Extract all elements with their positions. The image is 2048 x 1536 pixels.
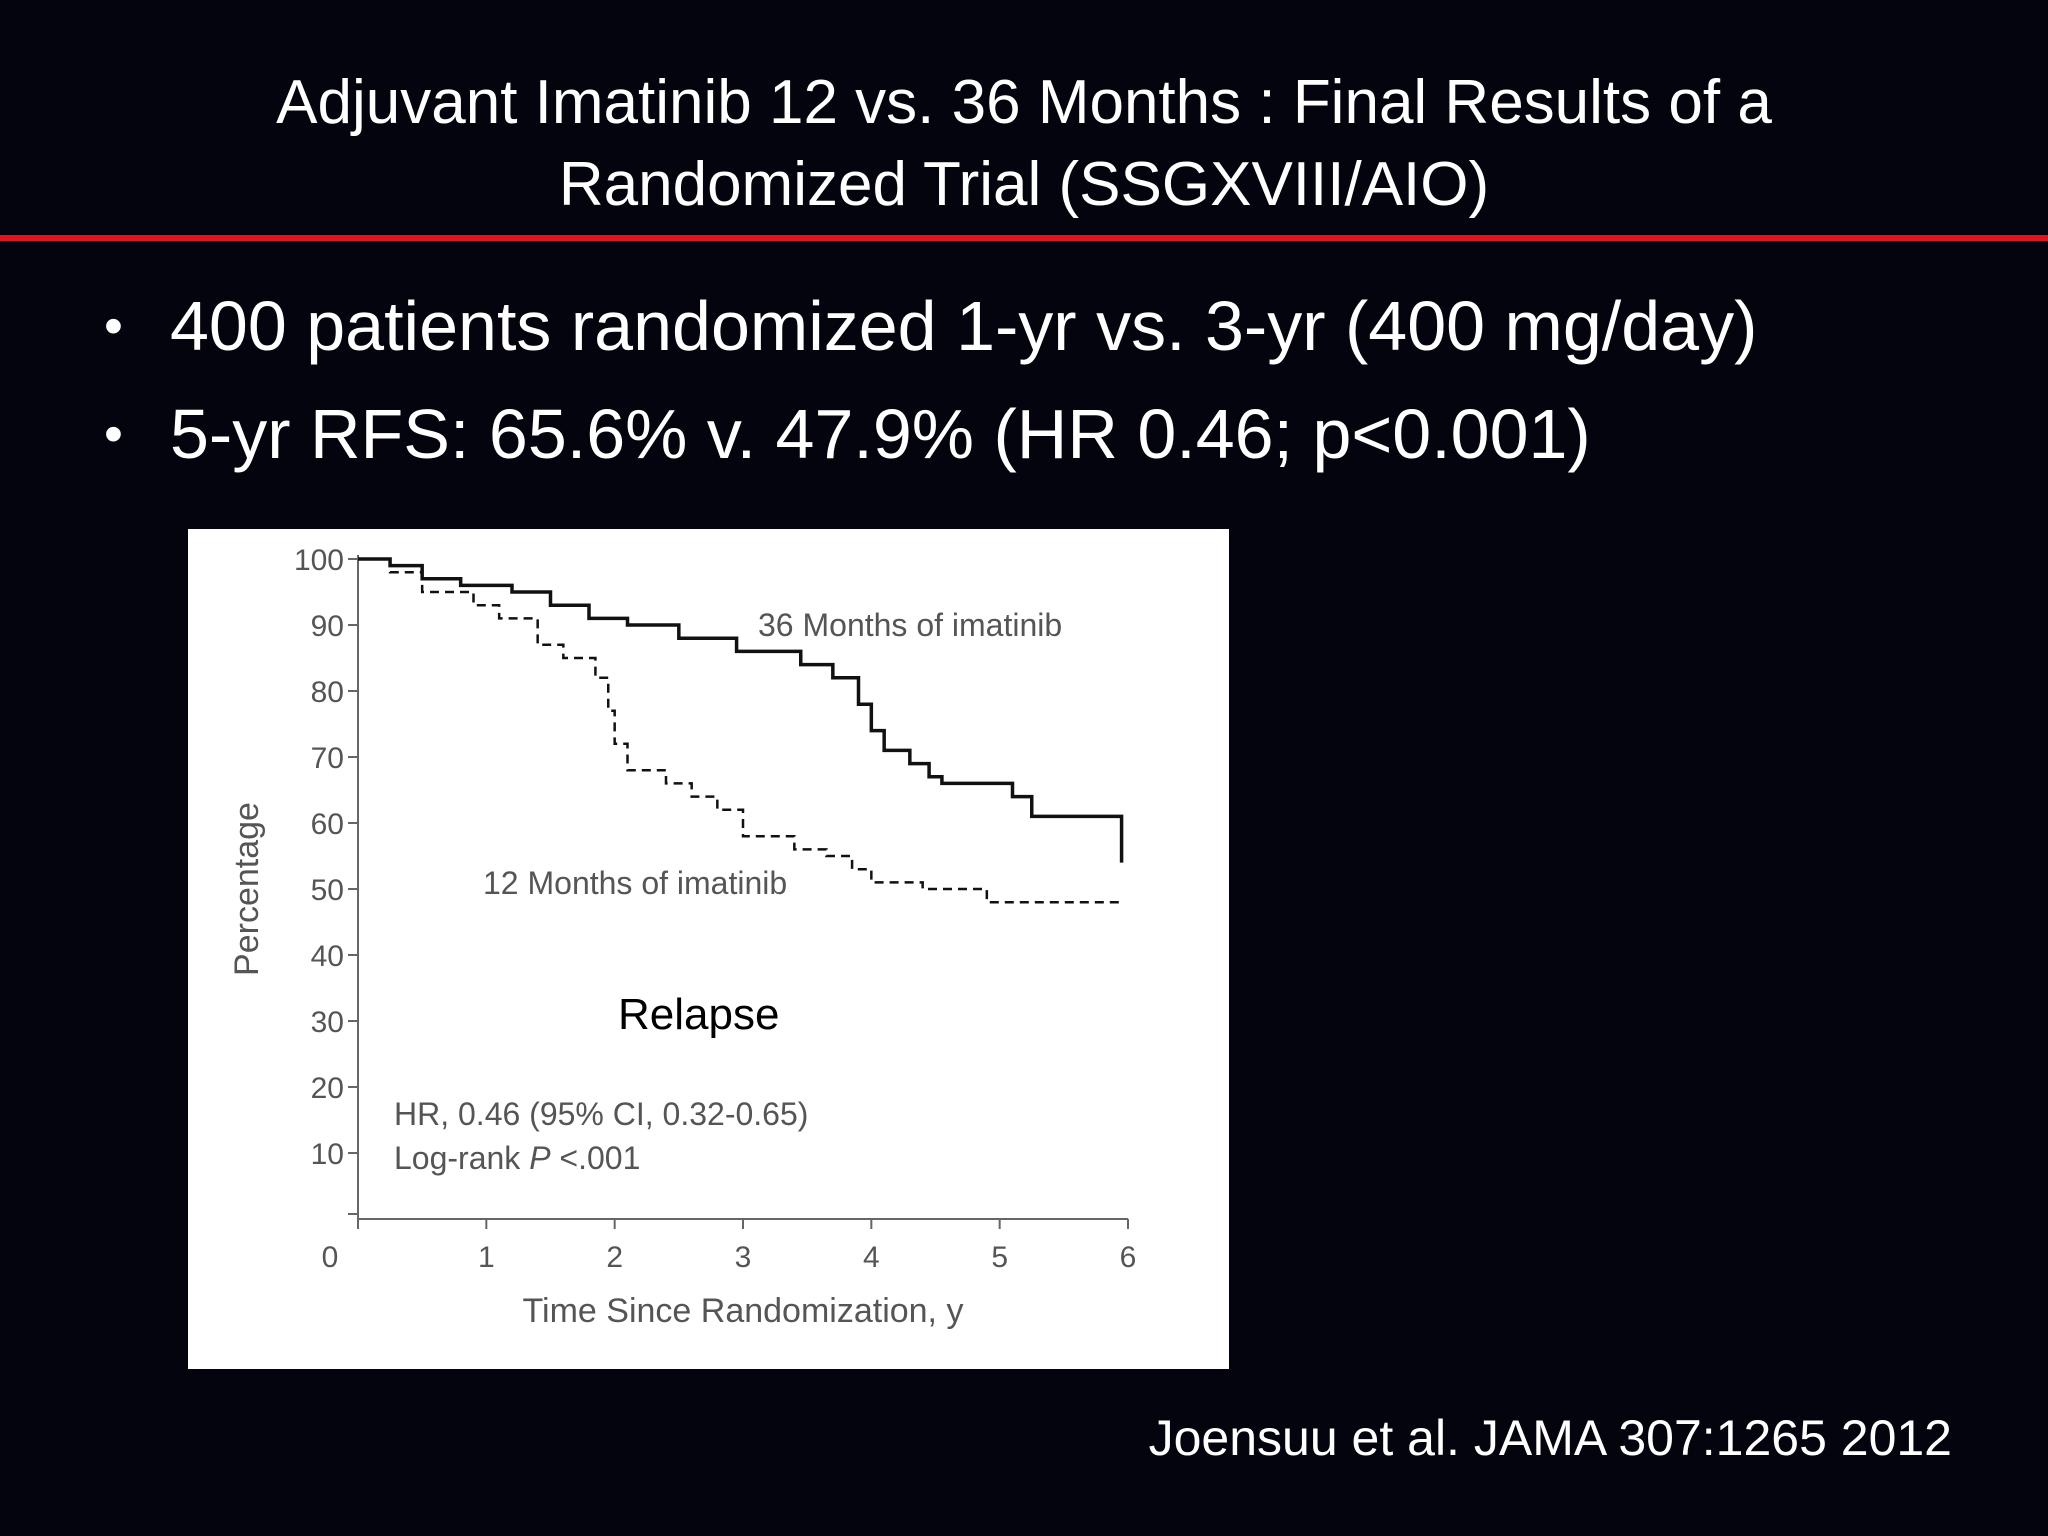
bullet-dot-icon: •	[104, 296, 123, 356]
title-line-1: Adjuvant Imatinib 12 vs. 36 Months : Fin…	[276, 68, 1772, 137]
y-tick-label: 50	[311, 874, 344, 907]
x-tick-label: 6	[1120, 1241, 1137, 1274]
y-tick-label: 90	[311, 610, 344, 643]
y-tick-label: 70	[311, 742, 344, 775]
x-tick-label: 1	[478, 1241, 495, 1274]
title-line-2: Randomized Trial (SSGXVIII/AIO)	[558, 150, 1490, 219]
series-label-36-months: 36 Months of imatinib	[758, 607, 1062, 643]
y-tick-label: 10	[311, 1138, 344, 1171]
series-label-12-months: 12 Months of imatinib	[483, 865, 787, 901]
y-axis-title: Percentage	[228, 802, 266, 976]
y-tick-label: 60	[311, 808, 344, 841]
x-tick-label: 4	[863, 1241, 880, 1274]
title-divider	[0, 235, 2048, 241]
bullet-item: • 5-yr RFS: 65.6% v. 47.9% (HR 0.46; p<0…	[104, 380, 1757, 488]
bullet-text: 5-yr RFS: 65.6% v. 47.9% (HR 0.46; p<0.0…	[170, 395, 1591, 473]
chart-labels: 36 Months of imatinib 12 Months of imatin…	[394, 607, 1062, 1176]
slide-title: Adjuvant Imatinib 12 vs. 36 Months : Fin…	[0, 62, 2048, 226]
km-chart-figure: 100 90 80 70 60 50 40 30 20 10 0 1 2 3 4 5 6 Time Since R…	[188, 529, 1229, 1369]
log-rank-text: Log-rank	[394, 1140, 529, 1176]
x-axis-title: Time Since Randomization, y	[523, 1292, 964, 1330]
citation: Joensuu et al. JAMA 307:1265 2012	[1148, 1410, 1952, 1466]
p-symbol: P	[529, 1140, 551, 1176]
x-tick-label: 0	[322, 1241, 339, 1274]
x-tick-label: 5	[991, 1241, 1008, 1274]
log-rank-annotation: Log-rank P <.001	[394, 1140, 640, 1176]
y-tick-label: 40	[311, 940, 344, 973]
bullet-dot-icon: •	[104, 404, 123, 464]
series-line-36-months	[358, 557, 1124, 863]
bullet-item: • 400 patients randomized 1-yr vs. 3-yr …	[104, 272, 1757, 380]
x-tick-label: 3	[735, 1241, 752, 1274]
y-tick-label: 100	[294, 544, 344, 577]
hr-annotation: HR, 0.46 (95% CI, 0.32-0.65)	[394, 1096, 808, 1132]
relapse-label: Relapse	[618, 990, 779, 1039]
series-line-12-months	[358, 557, 1122, 904]
x-tick-label: 2	[606, 1241, 623, 1274]
y-tick-label: 30	[311, 1006, 344, 1039]
bullet-text: 400 patients randomized 1-yr vs. 3-yr (4…	[170, 287, 1758, 365]
p-value: <.001	[551, 1140, 641, 1176]
bullet-list: • 400 patients randomized 1-yr vs. 3-yr …	[104, 272, 1757, 488]
chart-series	[358, 557, 1124, 904]
y-tick-label: 20	[311, 1072, 344, 1105]
y-tick-label: 80	[311, 676, 344, 709]
